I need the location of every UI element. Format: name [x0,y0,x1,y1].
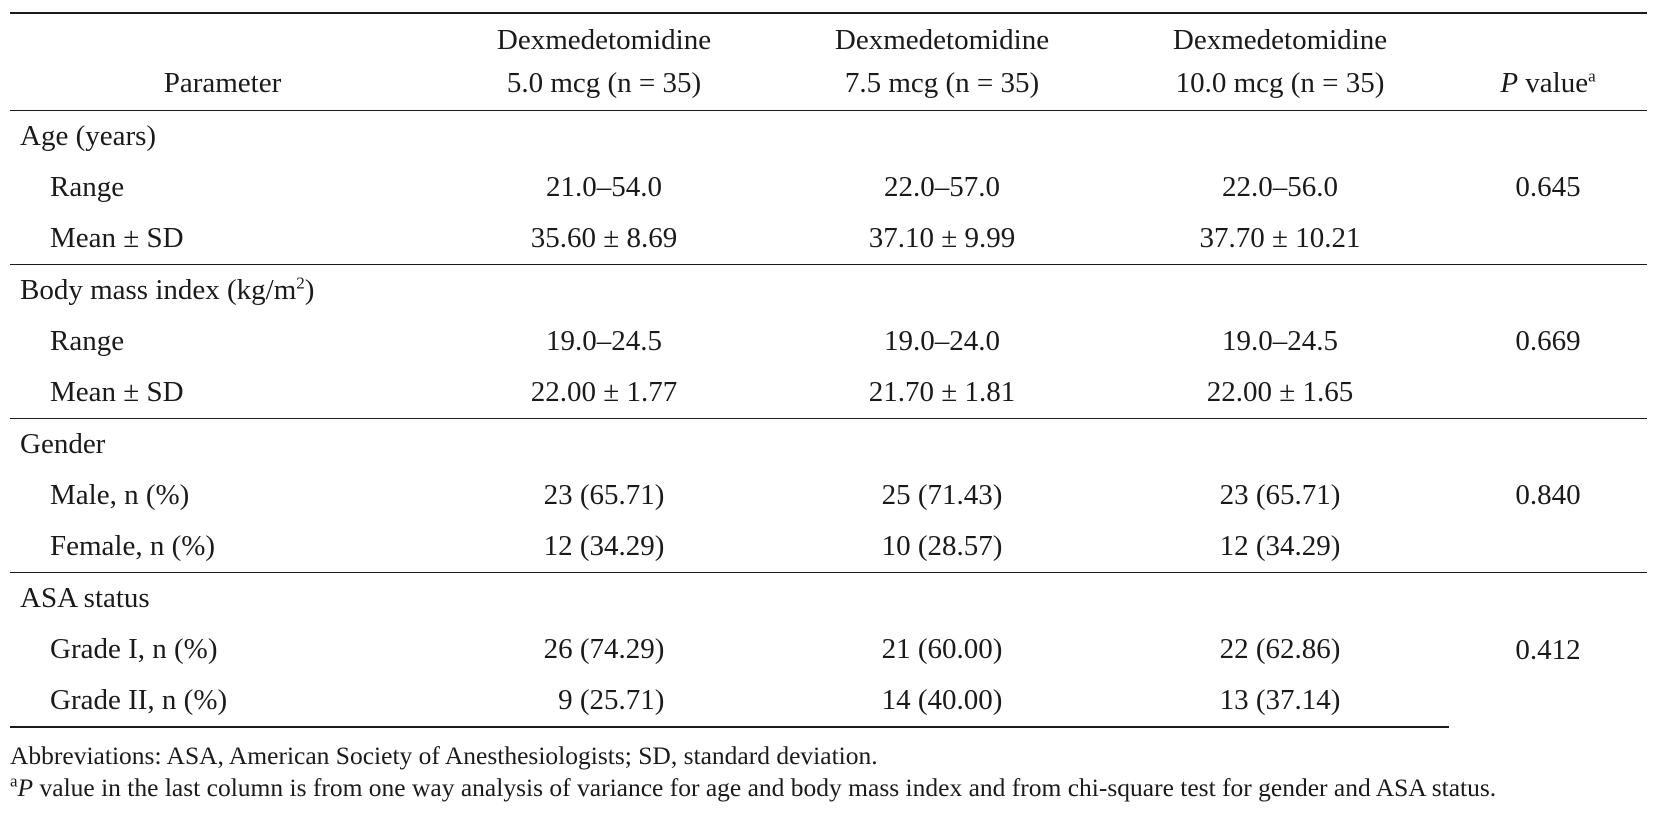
p-value-gender: 0.840 [1449,418,1647,573]
table-cell: 22.0–57.0 [884,171,1000,203]
table-container: Parameter Dexmedetomidine 5.0 mcg (n = 3… [10,12,1647,804]
row-label: Male, n (%) [50,479,190,511]
table-row: Grade II, n (%) 9 (25.71) 14 (40.00) 13 … [10,675,1647,728]
table-row: Range 21.0–54.0 22.0–57.0 22.0–56.0 [10,162,1647,213]
header-parameter: Parameter [10,12,435,111]
table-cell: 21.70 ± 1.81 [868,376,1016,408]
table-cell: 10 (28.57) [881,530,1003,562]
section-row-gender: Gender 0.840 [10,418,1647,573]
abbreviations-note: Abbreviations: ASA, American Society of … [10,741,878,770]
table-row: Male, n (%) 23 (65.71) 25 (71.43) 23 (65… [10,470,1647,521]
header-p-value: P valuea [1449,12,1647,111]
table-cell: 19.0–24.5 [1222,325,1338,357]
table-cell: 22 (62.86) [1219,633,1341,665]
table-cell: 19.0–24.0 [884,325,1000,357]
table-cell: 21.0–54.0 [546,171,662,203]
section-label-asa: ASA status [10,572,435,624]
table-cell: 12 (34.29) [543,530,665,562]
table-cell: 25 (71.43) [881,479,1003,511]
p-value-asa: 0.412 [1449,572,1647,727]
table-cell: 19.0–24.5 [546,325,662,357]
table-cell: 23 (65.71) [543,479,665,511]
row-label: Grade II, n (%) [10,675,435,728]
section-row-bmi: Body mass index (kg/m2) 0.669 [10,264,1647,419]
row-label: Grade I, n (%) [50,633,218,665]
p-value-age: 0.645 [1449,110,1647,265]
table-cell: 12 (34.29) [1219,530,1341,562]
table-cell: 35.60 ± 8.69 [530,222,678,254]
table-cell: 22.00 ± 1.65 [1206,376,1354,408]
row-label: Mean ± SD [50,222,184,254]
table-cell: 21 (60.00) [881,633,1003,665]
table-cell: 23 (65.71) [1219,479,1341,511]
table-cell: 9 (25.71) [435,675,773,728]
table-cell: 22.00 ± 1.77 [530,376,678,408]
table-cell: 26 (74.29) [543,633,665,665]
table-row: Mean ± SD 35.60 ± 8.69 37.10 ± 9.99 37.7… [10,213,1647,265]
table-cell: 13 (37.14) [1111,675,1449,728]
table-cell: 37.70 ± 10.21 [1199,222,1361,254]
section-row-age: Age (years) 0.645 [10,110,1647,265]
demographics-table: Parameter Dexmedetomidine 5.0 mcg (n = 3… [10,12,1647,728]
row-label: Range [50,171,125,203]
header-group-5mcg: Dexmedetomidine 5.0 mcg (n = 35) [435,12,773,111]
table-row: Mean ± SD 22.00 ± 1.77 21.70 ± 1.81 22.0… [10,367,1647,419]
header-group-10mcg: Dexmedetomidine 10.0 mcg (n = 35) [1111,12,1449,111]
table-cell: 37.10 ± 9.99 [868,222,1016,254]
section-row-asa: ASA status 0.412 [10,572,1647,727]
row-label: Mean ± SD [50,376,184,408]
table-header-row: Parameter Dexmedetomidine 5.0 mcg (n = 3… [10,12,1647,111]
table-cell: 14 (40.00) [773,675,1111,728]
section-label-age: Age (years) [10,110,435,162]
header-group-7-5mcg: Dexmedetomidine 7.5 mcg (n = 35) [773,12,1111,111]
table-cell: 22.0–56.0 [1222,171,1338,203]
table-footnotes: Abbreviations: ASA, American Society of … [10,740,1647,804]
section-label-bmi: Body mass index (kg/m2) [10,264,435,316]
table-row: Range 19.0–24.5 19.0–24.0 19.0–24.5 [10,316,1647,367]
section-label-gender: Gender [10,418,435,470]
p-value-bmi: 0.669 [1449,264,1647,419]
row-label: Female, n (%) [50,530,216,562]
table-row: Grade I, n (%) 26 (74.29) 21 (60.00) 22 … [10,624,1647,675]
row-label: Range [50,325,125,357]
p-value-note: aP value in the last column is from one … [10,771,1497,803]
table-row: Female, n (%) 12 (34.29) 10 (28.57) 12 (… [10,521,1647,573]
